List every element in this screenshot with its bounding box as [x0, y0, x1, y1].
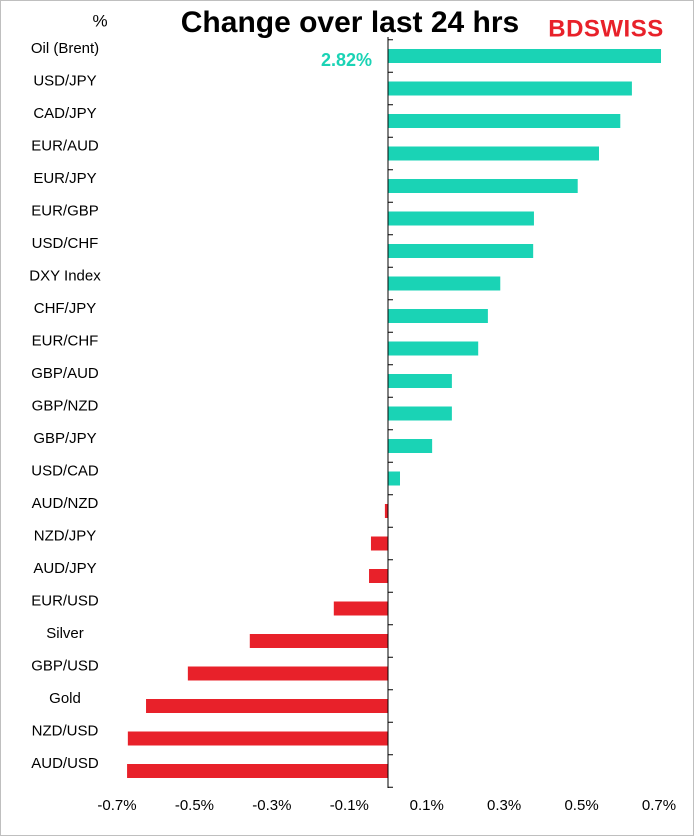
bar	[388, 439, 433, 453]
y-tick-label: EUR/JPY	[33, 170, 96, 187]
y-tick-label: EUR/CHF	[32, 332, 99, 349]
y-tick-label: USD/JPY	[33, 72, 96, 89]
bar	[388, 114, 621, 128]
bar	[384, 504, 388, 518]
bar	[127, 731, 388, 746]
y-tick-label: CAD/JPY	[33, 105, 96, 122]
bar	[187, 666, 388, 681]
x-tick-label: 0.1%	[410, 797, 444, 814]
y-tick-label: AUD/JPY	[33, 560, 96, 577]
y-tick-label: GBP/AUD	[31, 365, 99, 382]
x-tick-label: -0.7%	[97, 797, 136, 814]
y-tick-label: USD/CHF	[32, 235, 99, 252]
y-tick-label: AUD/NZD	[32, 495, 99, 512]
bar	[388, 81, 632, 96]
bar	[333, 601, 388, 616]
bar	[388, 179, 578, 193]
y-tick-label: Silver	[46, 625, 84, 642]
brand-logo: BDSWISS	[548, 15, 664, 42]
y-tick-label: Gold	[49, 690, 81, 707]
bar	[388, 374, 452, 388]
y-tick-label: NZD/USD	[32, 722, 99, 739]
bar	[388, 406, 452, 421]
bar	[127, 764, 389, 778]
bar	[369, 569, 388, 583]
x-tick-label: 0.3%	[487, 797, 521, 814]
y-tick-label: AUD/USD	[31, 755, 99, 772]
x-tick-label: -0.3%	[252, 797, 291, 814]
bar	[388, 49, 661, 63]
bar	[370, 536, 388, 551]
y-tick-label: DXY Index	[29, 267, 101, 284]
bar	[146, 699, 388, 713]
bars	[127, 49, 661, 778]
x-tick-label: 0.7%	[642, 797, 676, 814]
bar	[388, 146, 599, 161]
y-tick-label: EUR/AUD	[31, 137, 99, 154]
y-tick-label: EUR/USD	[31, 592, 99, 609]
x-tick-label: -0.1%	[330, 797, 369, 814]
y-tick-label: USD/CAD	[31, 462, 99, 479]
bar	[388, 276, 501, 291]
y-tick-label: GBP/JPY	[33, 430, 96, 447]
y-tick-label: EUR/GBP	[31, 202, 99, 219]
y-tick-label: GBP/NZD	[32, 397, 99, 414]
bar	[388, 341, 479, 356]
y-tick-label: Oil (Brent)	[31, 40, 99, 57]
bar	[388, 211, 534, 226]
unit-label: %	[92, 11, 107, 30]
x-tick-label: -0.5%	[175, 797, 214, 814]
y-tick-label: GBP/USD	[31, 657, 99, 674]
bar	[388, 244, 534, 258]
x-tick-label: 0.5%	[564, 797, 598, 814]
chart-title: Change over last 24 hrs	[181, 6, 519, 39]
value-label: 2.82%	[321, 50, 372, 70]
bar	[249, 634, 388, 648]
bar	[388, 471, 401, 486]
y-tick-label: NZD/JPY	[34, 527, 97, 544]
bar	[388, 309, 488, 323]
y-tick-label: CHF/JPY	[34, 300, 97, 317]
